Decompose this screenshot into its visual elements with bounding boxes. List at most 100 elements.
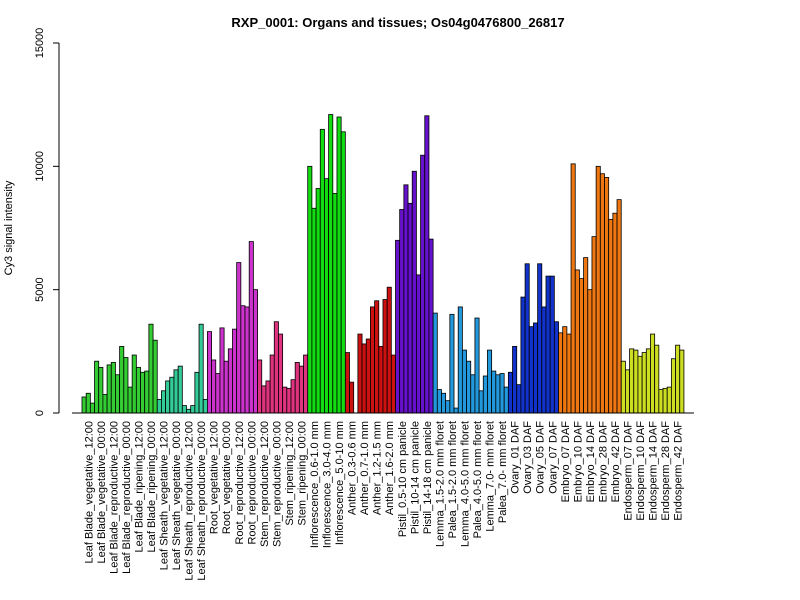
x-tick-label: Endosperm_28 DAF xyxy=(660,421,672,521)
bar xyxy=(161,390,166,414)
x-tick-label: Leaf Sheath_reproductive_00:00 xyxy=(196,421,208,581)
bar-series xyxy=(81,114,685,414)
bar xyxy=(641,352,647,414)
bar xyxy=(324,178,330,414)
bar xyxy=(232,328,238,414)
y-tick-label: 5000 xyxy=(34,277,46,301)
bar xyxy=(307,165,313,414)
bar xyxy=(311,207,317,414)
bar xyxy=(395,239,401,414)
x-tick-label: Embryo_28 DAF xyxy=(597,421,609,503)
bar xyxy=(679,349,685,414)
bar xyxy=(102,394,108,414)
bar xyxy=(445,400,451,414)
x-tick-label: Anther_1.2-1.5 mm xyxy=(372,421,384,515)
chart-title: RXP_0001: Organs and tissues; Os04g04768… xyxy=(231,15,564,30)
bar xyxy=(332,193,338,414)
x-tick-label: Lemma_1.5-2.0 mm floret xyxy=(434,421,446,547)
bar xyxy=(227,348,233,414)
bar xyxy=(436,389,442,414)
x-tick-label: Inflorescence_5.0-10 mm xyxy=(334,421,346,545)
bar xyxy=(428,238,434,414)
y-axis-title: Cy3 signal intensity xyxy=(3,180,15,275)
bar xyxy=(148,323,154,414)
x-tick-label: Leaf Sheath_reproductive_12:00 xyxy=(184,421,196,581)
bar xyxy=(424,115,430,414)
bar xyxy=(365,338,371,414)
x-tick-label: Embryo_10 DAF xyxy=(572,421,584,503)
bar xyxy=(152,339,158,414)
bar xyxy=(123,357,129,414)
bar xyxy=(294,362,300,414)
bar xyxy=(420,154,426,414)
bar xyxy=(244,306,250,414)
bar xyxy=(223,360,229,414)
bar xyxy=(537,263,543,414)
y-tick-label: 0 xyxy=(34,410,46,416)
x-tick-label: Root_reproductive_12:00 xyxy=(234,421,246,545)
bar xyxy=(190,405,196,414)
bar xyxy=(144,370,150,414)
x-tick-label: Stem_reproductive_00:00 xyxy=(271,421,283,547)
bar xyxy=(261,385,267,414)
bar xyxy=(378,345,384,414)
bar xyxy=(495,374,501,414)
x-tick-label: Ovary_03 DAF xyxy=(522,421,534,494)
x-tick-label: Palea_4.0-5.0 mm floret xyxy=(472,421,484,538)
bar xyxy=(629,348,635,414)
bar xyxy=(670,358,676,414)
bar xyxy=(106,364,112,414)
x-tick-label: Root_reproductive_00:00 xyxy=(246,421,258,545)
bar xyxy=(583,257,589,414)
x-tick-label: Root_vegetative_00:00 xyxy=(221,421,233,534)
bar xyxy=(219,327,225,414)
x-tick-label: Embryo_14 DAF xyxy=(585,421,597,503)
bar xyxy=(507,371,513,414)
bar xyxy=(315,188,321,414)
bar xyxy=(110,362,116,414)
bar xyxy=(194,371,200,414)
bar xyxy=(566,333,572,414)
x-tick-label: Root_vegetative_12:00 xyxy=(209,421,221,534)
bar xyxy=(206,331,212,414)
bar xyxy=(625,369,630,414)
bar xyxy=(336,116,342,414)
x-tick-label: Stem_ripening_12:00 xyxy=(284,421,296,526)
x-tick-label: Stem_reproductive_12:00 xyxy=(259,421,271,547)
bar xyxy=(357,333,363,414)
x-tick-label: Anther_1.6-2.0 mm xyxy=(384,421,396,515)
bar xyxy=(579,278,584,414)
x-tick-label: Leaf Blade_reproductive_00:00 xyxy=(121,421,133,574)
category-labels: Leaf Blade_vegetative_12:00 Leaf Blade_ve… xyxy=(83,421,684,581)
bar xyxy=(487,349,493,414)
bar xyxy=(131,354,137,414)
x-tick-label: Leaf Blade_ripening_00:00 xyxy=(146,421,158,553)
bar xyxy=(520,296,526,414)
bar xyxy=(604,177,610,414)
bar xyxy=(390,354,396,414)
x-tick-label: Inflorescence_0.6-1.0 mm xyxy=(309,421,321,548)
bar xyxy=(474,317,480,414)
x-tick-label: Stem_ripening_00:00 xyxy=(296,421,308,526)
bar xyxy=(344,352,350,414)
bar xyxy=(675,344,681,414)
bar xyxy=(361,343,367,414)
bar xyxy=(524,263,530,414)
x-tick-label: Leaf Blade_ripening_12:00 xyxy=(133,421,145,553)
bar xyxy=(382,299,388,414)
bar xyxy=(399,209,405,414)
x-tick-label: Pistil_14-18 cm panicle xyxy=(422,421,434,534)
bar xyxy=(140,371,146,414)
bar xyxy=(441,392,447,414)
bar xyxy=(370,306,376,414)
x-tick-label: Endosperm_14 DAF xyxy=(648,421,660,521)
bar xyxy=(549,275,555,414)
x-tick-label: Lemma_7.0- mm floret xyxy=(485,421,497,532)
bar xyxy=(403,184,409,414)
x-tick-label: Palea_1.5-2.0 mm floret xyxy=(447,421,459,538)
bar xyxy=(558,332,564,414)
bar xyxy=(478,390,484,414)
y-tick-label: 10000 xyxy=(34,151,46,182)
bar xyxy=(620,360,626,414)
